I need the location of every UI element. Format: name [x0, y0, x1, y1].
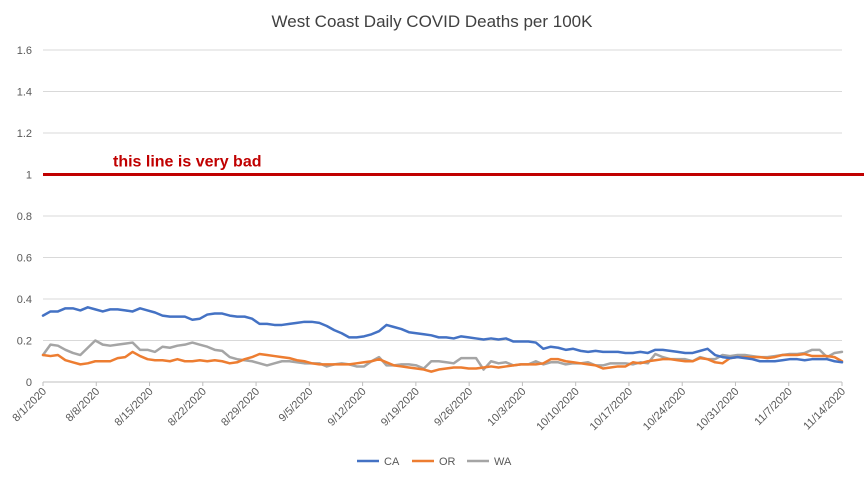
x-tick-label: 10/10/2020 — [534, 386, 581, 433]
x-tick-label: 9/5/2020 — [277, 386, 316, 425]
x-tick-label: 11/14/2020 — [801, 386, 848, 433]
reference-line-group: this line is very bad — [43, 154, 864, 176]
x-tick-label: 8/1/2020 — [10, 386, 49, 425]
x-tick-label: 9/19/2020 — [379, 386, 422, 429]
y-tick-label: 0 — [26, 377, 32, 389]
legend: CA OR WA — [357, 456, 512, 468]
legend-label-or: OR — [439, 456, 456, 468]
y-tick-label: 1.4 — [17, 87, 32, 99]
y-tick-label: 0.8 — [17, 211, 32, 223]
reference-line-label: this line is very bad — [113, 154, 262, 171]
series-line-ca — [41, 306, 844, 364]
x-tick-label: 11/7/2020 — [752, 386, 795, 429]
legend-label-ca: CA — [384, 456, 400, 468]
legend-label-wa: WA — [494, 456, 512, 468]
x-tick-label: 8/15/2020 — [113, 386, 156, 429]
x-tick-label: 9/12/2020 — [326, 386, 369, 429]
x-tick-label: 10/31/2020 — [694, 386, 741, 433]
x-tick-label: 8/22/2020 — [166, 386, 209, 429]
x-tick-label: 10/24/2020 — [641, 386, 688, 433]
y-tick-label: 1 — [26, 170, 32, 182]
y-tick-label: 1.6 — [17, 45, 32, 57]
x-axis-tick-labels: 8/1/2020 8/8/2020 8/15/2020 8/22/2020 8/29/2… — [10, 382, 848, 433]
series-line-or — [41, 350, 844, 373]
series-lines — [41, 306, 844, 373]
y-tick-label: 1.2 — [17, 128, 32, 140]
y-tick-label: 0.2 — [17, 336, 32, 348]
chart-title: West Coast Daily COVID Deaths per 100K — [272, 12, 594, 31]
y-axis-tick-labels: 0 0.2 0.4 0.6 0.8 1 1.2 1.4 1.6 — [17, 45, 32, 389]
x-tick-label: 9/26/2020 — [432, 386, 475, 429]
x-tick-label: 10/17/2020 — [588, 386, 635, 433]
y-tick-label: 0.6 — [17, 253, 32, 265]
gridlines — [43, 49, 842, 383]
y-tick-label: 0.4 — [17, 294, 32, 306]
x-tick-label: 8/29/2020 — [219, 386, 262, 429]
series-line-wa — [41, 339, 844, 371]
x-tick-label: 10/3/2020 — [485, 386, 528, 429]
x-tick-label: 8/8/2020 — [64, 386, 103, 425]
